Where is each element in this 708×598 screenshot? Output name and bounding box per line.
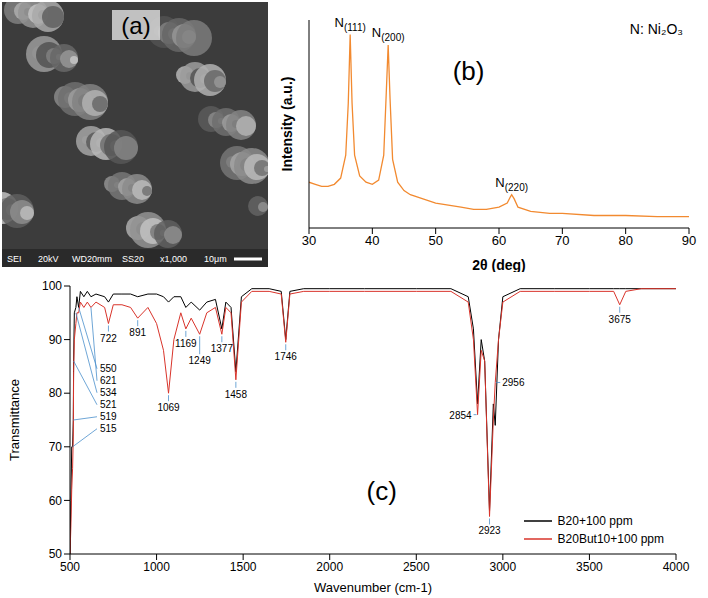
- svg-text:x1,000: x1,000: [160, 254, 187, 264]
- svg-text:80: 80: [618, 233, 632, 248]
- svg-text:Intensity (a.u.): Intensity (a.u.): [279, 77, 295, 172]
- svg-text:722: 722: [100, 333, 117, 344]
- svg-text:50: 50: [49, 547, 63, 561]
- svg-text:90: 90: [682, 233, 696, 248]
- svg-text:70: 70: [555, 233, 569, 248]
- svg-text:SEI: SEI: [7, 254, 22, 264]
- svg-text:2956: 2956: [502, 377, 525, 388]
- svg-text:1249: 1249: [189, 355, 212, 366]
- svg-text:534: 534: [100, 387, 117, 398]
- svg-text:N(220): N(220): [495, 175, 528, 193]
- svg-text:70: 70: [49, 440, 63, 454]
- svg-text:60: 60: [49, 494, 63, 508]
- svg-text:N(200): N(200): [372, 25, 405, 43]
- svg-text:80: 80: [49, 386, 63, 400]
- svg-text:1746: 1746: [275, 351, 298, 362]
- svg-text:Wavenumber (cm-1): Wavenumber (cm-1): [314, 580, 432, 595]
- svg-text:1169: 1169: [175, 338, 197, 349]
- svg-text:550: 550: [100, 363, 117, 374]
- svg-text:1458: 1458: [225, 389, 248, 400]
- svg-text:WD20mm: WD20mm: [72, 254, 112, 264]
- svg-text:3500: 3500: [576, 560, 603, 574]
- svg-text:891: 891: [129, 327, 146, 338]
- html-text:B20+100 ppm: B20+100 ppm: [557, 514, 633, 528]
- svg-text:(a): (a): [121, 12, 150, 39]
- svg-text:50: 50: [428, 233, 442, 248]
- svg-text:(b): (b): [453, 56, 485, 86]
- svg-text:3000: 3000: [490, 560, 517, 574]
- svg-text:2854: 2854: [449, 410, 472, 421]
- svg-text:Transmittance: Transmittance: [7, 379, 22, 461]
- svg-text:2θ (deg): 2θ (deg): [472, 257, 525, 272]
- svg-text:SS20: SS20: [122, 254, 144, 264]
- svg-text:1500: 1500: [230, 560, 257, 574]
- svg-text:1377: 1377: [211, 343, 234, 354]
- html-text:B20But10+100 ppm: B20But10+100 ppm: [557, 532, 664, 546]
- svg-text:N(111): N(111): [335, 15, 366, 33]
- svg-text:90: 90: [49, 333, 63, 347]
- svg-text:500: 500: [60, 560, 80, 574]
- svg-text:4000: 4000: [663, 560, 690, 574]
- svg-text:621: 621: [100, 375, 117, 386]
- svg-text:519: 519: [100, 411, 117, 422]
- svg-text:(c): (c): [366, 476, 396, 506]
- svg-text:1000: 1000: [143, 560, 170, 574]
- svg-text:2923: 2923: [478, 525, 501, 536]
- svg-text:20kV: 20kV: [38, 254, 59, 264]
- svg-text:40: 40: [365, 233, 379, 248]
- svg-text:30: 30: [302, 233, 316, 248]
- svg-text:100: 100: [42, 279, 62, 293]
- svg-text:3675: 3675: [609, 314, 632, 325]
- svg-text:N: Ni₂O₃: N: Ni₂O₃: [630, 21, 683, 37]
- svg-text:2500: 2500: [403, 560, 430, 574]
- svg-text:60: 60: [492, 233, 506, 248]
- svg-text:1069: 1069: [157, 402, 180, 413]
- svg-text:10μm: 10μm: [204, 254, 227, 264]
- svg-text:2000: 2000: [316, 560, 343, 574]
- svg-text:521: 521: [100, 399, 117, 410]
- svg-text:515: 515: [100, 423, 117, 434]
